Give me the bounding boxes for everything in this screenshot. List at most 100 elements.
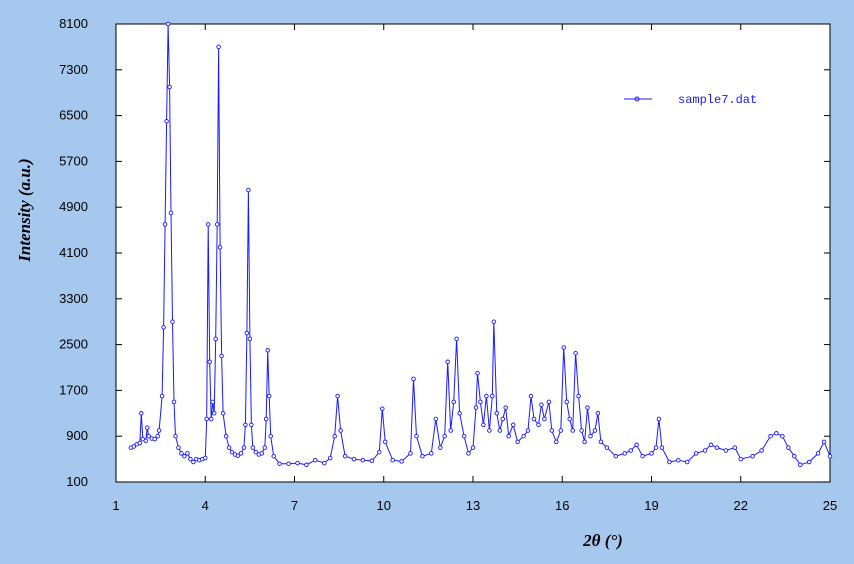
y-tick-label: 3300 <box>59 291 88 306</box>
data-point <box>442 433 447 439</box>
x-axis-label: 2θ (°) <box>582 531 623 550</box>
data-point <box>211 411 217 416</box>
data-point <box>259 451 265 456</box>
y-tick-label: 2500 <box>59 337 88 352</box>
data-point <box>131 444 137 449</box>
data-point <box>579 428 584 433</box>
y-tick-label: 6500 <box>59 108 88 123</box>
data-point <box>798 462 803 468</box>
data-point <box>238 451 244 456</box>
data-point <box>470 445 476 450</box>
data-point <box>588 433 593 439</box>
data-point <box>268 433 273 439</box>
data-point <box>525 428 531 433</box>
data-point <box>738 456 744 462</box>
data-point <box>827 453 833 459</box>
y-tick-label: 1700 <box>59 382 88 397</box>
y-axis: 100 900 1700 2500 3300 4100 4900 5700 6500 7300 81… <box>59 16 830 489</box>
data-point <box>244 330 250 336</box>
data-point <box>628 448 633 453</box>
data-point <box>156 428 162 433</box>
data-point <box>137 440 143 446</box>
data-point <box>634 442 639 448</box>
data-point <box>536 422 541 428</box>
data-point <box>159 393 165 399</box>
data-point <box>640 453 645 459</box>
data-point <box>595 411 601 416</box>
data-point <box>723 448 729 453</box>
data-point <box>576 393 581 399</box>
data-point <box>806 459 812 465</box>
data-point <box>521 433 526 439</box>
data-point <box>155 433 160 439</box>
data-point <box>510 422 516 428</box>
data-point <box>649 451 654 456</box>
data-point <box>164 119 169 124</box>
data-point <box>313 457 318 463</box>
data-point <box>205 222 211 227</box>
x-tick-label: 7 <box>291 498 298 513</box>
plot-area <box>115 23 831 483</box>
data-point <box>573 350 578 356</box>
data-point <box>821 439 827 445</box>
data-point <box>263 416 269 422</box>
data-point <box>420 453 425 459</box>
data-point <box>554 439 559 445</box>
data-point <box>262 445 268 450</box>
data-point <box>241 445 247 450</box>
data-point <box>322 460 327 466</box>
x-tick-label: 25 <box>823 498 837 513</box>
y-axis-label: Intensity (a.u.) <box>15 158 34 262</box>
x-axis: 1 4 7 10 13 16 19 22 25 <box>112 24 837 513</box>
data-point <box>473 405 479 410</box>
y-tick-label: 900 <box>66 428 88 443</box>
data-point <box>684 459 690 465</box>
data-point <box>139 411 144 416</box>
data-point <box>146 433 151 439</box>
data-point <box>229 449 235 455</box>
data-point <box>173 433 178 439</box>
data-point <box>204 416 209 422</box>
data-point <box>152 436 157 442</box>
data-point <box>815 451 821 456</box>
data-point <box>457 411 462 416</box>
data-point <box>188 456 193 462</box>
data-point <box>433 416 439 422</box>
data-point <box>143 438 149 444</box>
y-tick-label: 8100 <box>59 16 88 31</box>
data-point <box>768 433 773 439</box>
y-tick-label: 4100 <box>59 245 88 260</box>
data-point <box>693 451 699 456</box>
data-point <box>219 353 224 359</box>
data-point <box>185 451 190 456</box>
data-point <box>750 453 755 459</box>
data-point <box>491 319 497 324</box>
series-group <box>128 21 833 468</box>
data-point <box>445 359 450 365</box>
y-tick-label: 100 <box>66 474 88 489</box>
data-point <box>759 448 764 453</box>
data-point <box>304 462 309 468</box>
x-tick-label: 1 <box>112 498 119 513</box>
data-point <box>165 21 171 27</box>
data-point <box>567 416 572 422</box>
data-point <box>454 336 459 342</box>
data-point <box>451 399 456 405</box>
y-tick-label: 5700 <box>59 153 88 168</box>
data-point <box>271 453 276 459</box>
data-point <box>659 445 665 450</box>
data-point <box>182 453 187 459</box>
data-point <box>266 393 272 399</box>
data-point <box>411 376 416 382</box>
data-point <box>210 399 215 405</box>
plot-background <box>115 23 831 483</box>
data-point <box>448 428 453 433</box>
data-point <box>592 428 598 433</box>
data-point <box>327 455 333 461</box>
data-point <box>528 393 534 399</box>
x-tick-label: 4 <box>202 498 209 513</box>
data-point <box>549 428 555 433</box>
data-point <box>786 445 791 450</box>
data-point <box>490 393 495 399</box>
data-point <box>342 453 348 459</box>
